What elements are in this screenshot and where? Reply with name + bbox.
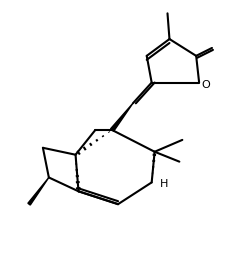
Text: O: O xyxy=(202,80,210,90)
Text: H: H xyxy=(160,179,169,189)
Polygon shape xyxy=(28,177,49,205)
Polygon shape xyxy=(110,103,133,131)
